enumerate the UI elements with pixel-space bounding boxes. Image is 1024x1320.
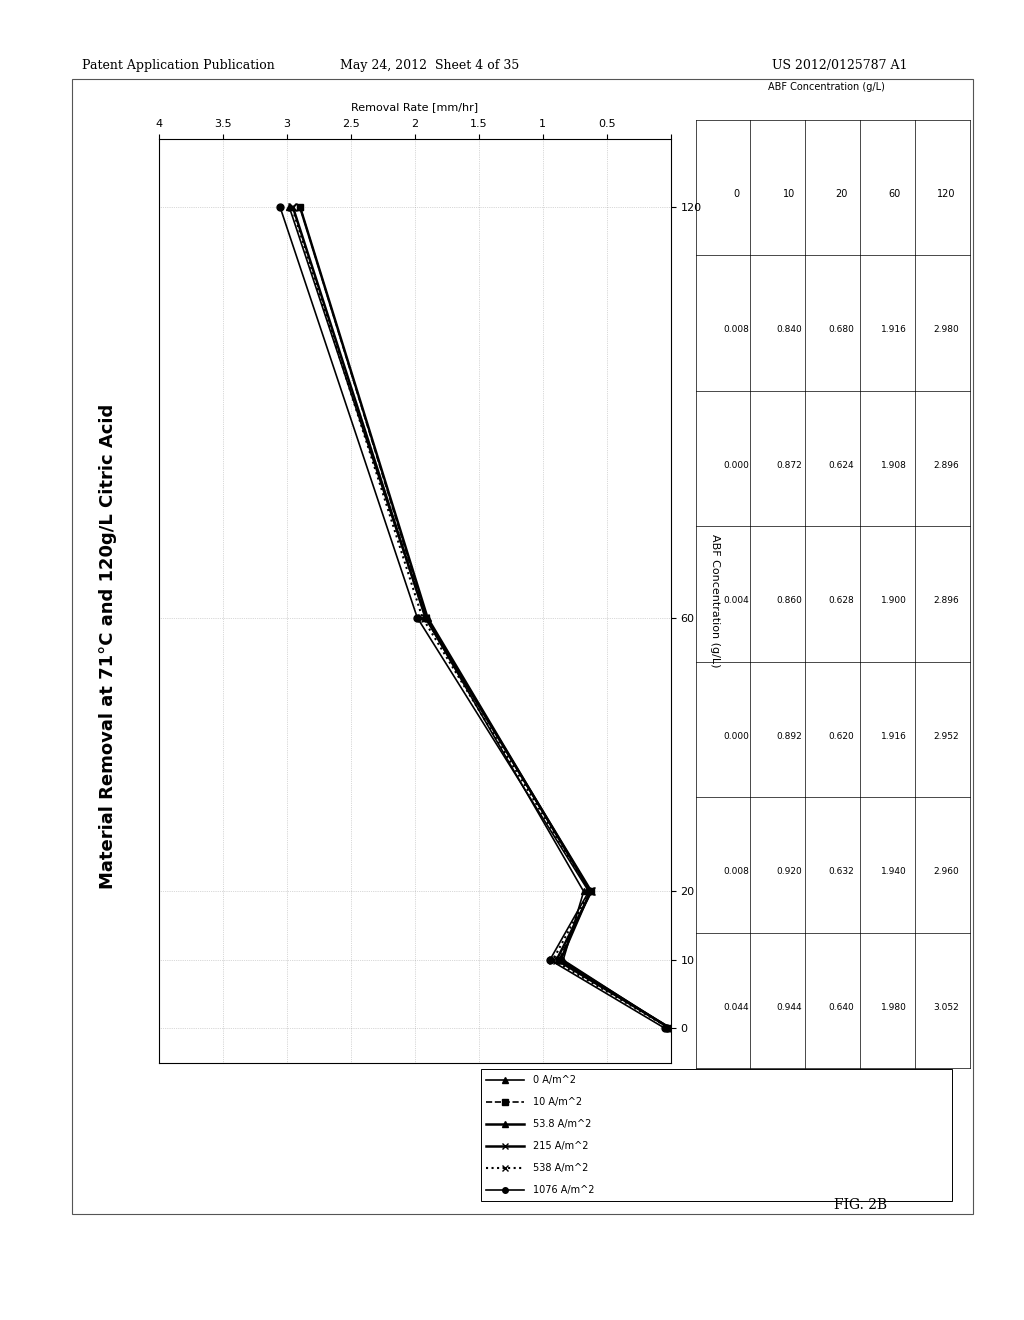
1076 A/m^2 <box>274 199 287 215</box>
Text: 0.640: 0.640 <box>828 1003 854 1011</box>
53.8 A/m^2 <box>584 883 596 899</box>
0 A/m^2 <box>664 1020 676 1036</box>
1076 A/m^2 <box>659 1020 672 1036</box>
Line: 538 A/m^2: 538 A/m^2 <box>288 203 674 1032</box>
Text: 1.900: 1.900 <box>881 597 907 605</box>
10 A/m^2 <box>553 952 565 968</box>
Text: 2.960: 2.960 <box>934 867 959 876</box>
Text: 1.908: 1.908 <box>881 461 907 470</box>
Text: 0.620: 0.620 <box>828 731 854 741</box>
Text: 0.000: 0.000 <box>724 461 750 470</box>
Text: 215 A/m^2: 215 A/m^2 <box>534 1142 589 1151</box>
538 A/m^2 <box>547 952 559 968</box>
Text: 0.632: 0.632 <box>828 867 854 876</box>
Text: 1076 A/m^2: 1076 A/m^2 <box>534 1185 595 1195</box>
Text: 10: 10 <box>782 189 795 199</box>
Line: 53.8 A/m^2: 53.8 A/m^2 <box>297 203 674 1032</box>
Text: 0: 0 <box>733 189 739 199</box>
Text: 2.952: 2.952 <box>934 731 959 741</box>
Text: 0.008: 0.008 <box>724 325 750 334</box>
1076 A/m^2 <box>583 883 595 899</box>
Text: 0.872: 0.872 <box>776 461 802 470</box>
Text: 0.840: 0.840 <box>776 325 802 334</box>
0 A/m^2 <box>557 952 569 968</box>
Text: 0.004: 0.004 <box>724 597 750 605</box>
X-axis label: Removal Rate [mm/hr]: Removal Rate [mm/hr] <box>351 103 478 112</box>
Text: 0.860: 0.860 <box>776 597 802 605</box>
Text: US 2012/0125787 A1: US 2012/0125787 A1 <box>772 59 907 73</box>
215 A/m^2 <box>586 883 598 899</box>
Text: Patent Application Publication: Patent Application Publication <box>82 59 274 73</box>
0 A/m^2 <box>283 199 296 215</box>
0 A/m^2 <box>578 883 590 899</box>
Text: 2.980: 2.980 <box>934 325 959 334</box>
53.8 A/m^2 <box>422 610 434 626</box>
Text: 2.896: 2.896 <box>934 461 959 470</box>
Text: FIG. 2B: FIG. 2B <box>834 1197 887 1212</box>
Text: 20: 20 <box>836 189 848 199</box>
1076 A/m^2 <box>544 952 556 968</box>
10 A/m^2 <box>665 1020 677 1036</box>
Text: 10 A/m^2: 10 A/m^2 <box>534 1097 583 1107</box>
Line: 1076 A/m^2: 1076 A/m^2 <box>276 203 669 1032</box>
Text: 538 A/m^2: 538 A/m^2 <box>534 1163 589 1173</box>
215 A/m^2 <box>665 1020 677 1036</box>
Text: 0.680: 0.680 <box>828 325 854 334</box>
Text: 120: 120 <box>937 189 955 199</box>
Text: 0.008: 0.008 <box>724 867 750 876</box>
215 A/m^2 <box>287 199 299 215</box>
538 A/m^2 <box>286 199 298 215</box>
215 A/m^2 <box>420 610 432 626</box>
Text: ABF Concentration (g/L): ABF Concentration (g/L) <box>768 82 886 92</box>
Text: 0.044: 0.044 <box>724 1003 750 1011</box>
53.8 A/m^2 <box>294 199 306 215</box>
Text: 1.916: 1.916 <box>881 731 907 741</box>
1076 A/m^2 <box>412 610 424 626</box>
Text: 2.896: 2.896 <box>934 597 959 605</box>
0 A/m^2 <box>420 610 432 626</box>
Text: 0.624: 0.624 <box>828 461 854 470</box>
538 A/m^2 <box>584 883 596 899</box>
Text: 0.628: 0.628 <box>828 597 854 605</box>
Text: 53.8 A/m^2: 53.8 A/m^2 <box>534 1119 592 1129</box>
Text: 0.000: 0.000 <box>724 731 750 741</box>
Text: 3.052: 3.052 <box>934 1003 959 1011</box>
538 A/m^2 <box>416 610 429 626</box>
10 A/m^2 <box>421 610 433 626</box>
Text: 1.940: 1.940 <box>881 867 907 876</box>
Y-axis label: ABF Concentration (g/L): ABF Concentration (g/L) <box>710 533 720 668</box>
10 A/m^2 <box>294 199 306 215</box>
Line: 215 A/m^2: 215 A/m^2 <box>289 203 675 1032</box>
538 A/m^2 <box>664 1020 676 1036</box>
Text: 1.980: 1.980 <box>881 1003 907 1011</box>
Text: 0.920: 0.920 <box>776 867 802 876</box>
Text: Material Removal at 71°C and 120g/L Citric Acid: Material Removal at 71°C and 120g/L Citr… <box>98 404 117 890</box>
Text: 0.944: 0.944 <box>776 1003 802 1011</box>
Line: 0 A/m^2: 0 A/m^2 <box>286 203 673 1032</box>
Line: 10 A/m^2: 10 A/m^2 <box>297 203 674 1032</box>
Text: 0.892: 0.892 <box>776 731 802 741</box>
53.8 A/m^2 <box>665 1020 677 1036</box>
Text: May 24, 2012  Sheet 4 of 35: May 24, 2012 Sheet 4 of 35 <box>340 59 520 73</box>
53.8 A/m^2 <box>555 952 567 968</box>
10 A/m^2 <box>585 883 597 899</box>
215 A/m^2 <box>551 952 563 968</box>
Text: 0 A/m^2: 0 A/m^2 <box>534 1076 577 1085</box>
Text: 1.916: 1.916 <box>881 325 907 334</box>
Text: 60: 60 <box>888 189 900 199</box>
